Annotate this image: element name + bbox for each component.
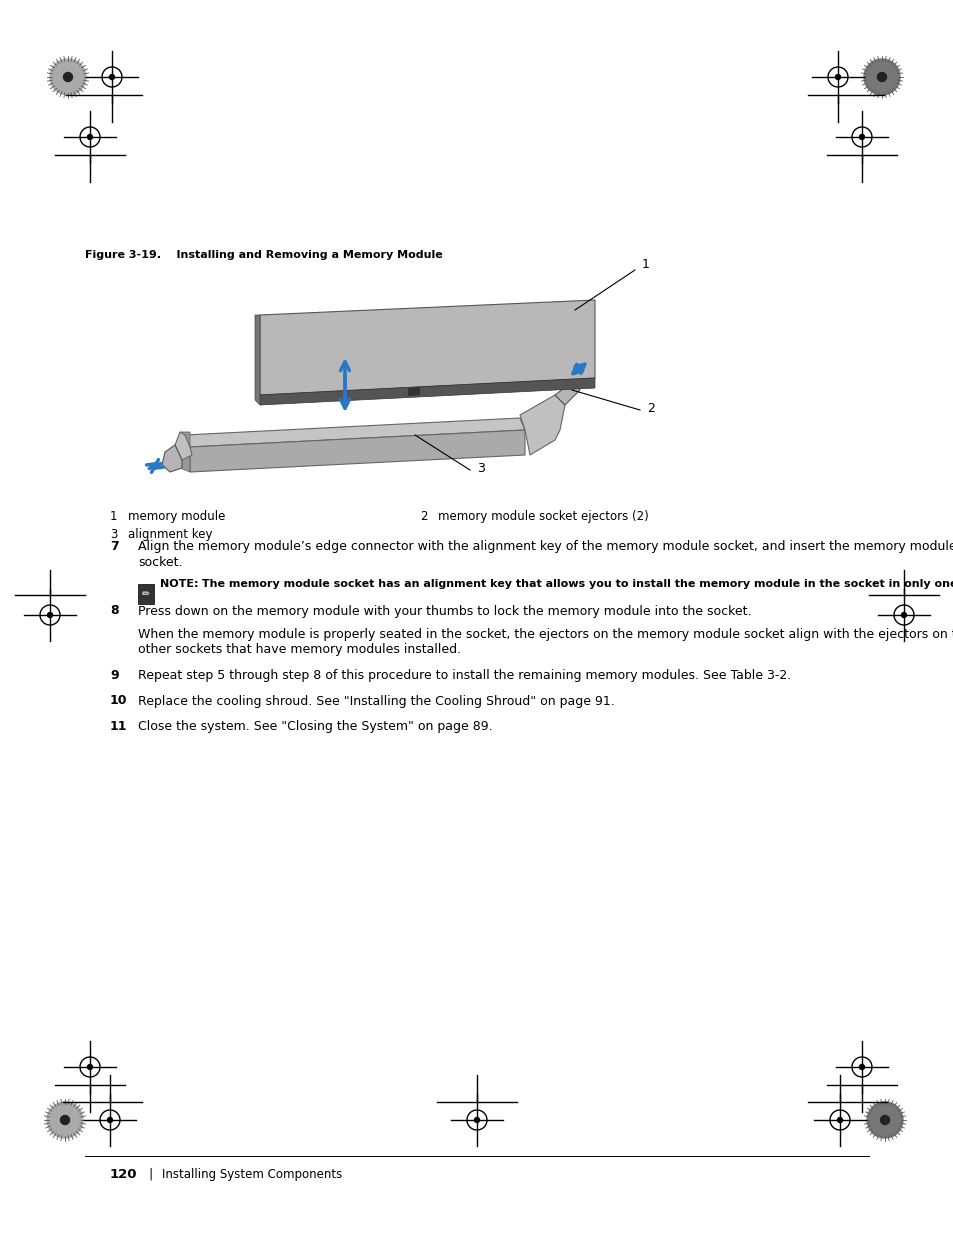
Text: 3: 3: [476, 462, 484, 474]
Circle shape: [877, 73, 885, 82]
Text: memory module: memory module: [128, 510, 225, 522]
Text: 7: 7: [110, 540, 118, 553]
Circle shape: [108, 1118, 112, 1123]
Text: 2: 2: [419, 510, 427, 522]
Text: Installing System Components: Installing System Components: [162, 1168, 342, 1181]
Circle shape: [48, 613, 52, 618]
Polygon shape: [162, 445, 182, 472]
Text: Close the system. See "Closing the System" on page 89.: Close the system. See "Closing the Syste…: [138, 720, 492, 734]
Circle shape: [859, 1065, 863, 1070]
Text: Align the memory module’s edge connector with the alignment key of the memory mo: Align the memory module’s edge connector…: [138, 540, 953, 553]
Circle shape: [60, 1115, 70, 1125]
Circle shape: [88, 135, 92, 140]
Text: 11: 11: [110, 720, 128, 734]
Circle shape: [474, 1118, 479, 1123]
Polygon shape: [180, 432, 190, 472]
Text: 8: 8: [110, 604, 118, 618]
Text: 1: 1: [641, 258, 649, 272]
Text: The memory module socket has an alignment key that allows you to install the mem: The memory module socket has an alignmen…: [198, 579, 953, 589]
Circle shape: [901, 613, 905, 618]
Circle shape: [50, 59, 86, 95]
Circle shape: [859, 135, 863, 140]
Text: Press down on the memory module with your thumbs to lock the memory module into : Press down on the memory module with you…: [138, 604, 751, 618]
Polygon shape: [555, 380, 579, 405]
Circle shape: [835, 74, 840, 79]
Circle shape: [47, 1102, 83, 1137]
Text: When the memory module is properly seated in the socket, the ejectors on the mem: When the memory module is properly seate…: [138, 629, 953, 641]
Text: other sockets that have memory modules installed.: other sockets that have memory modules i…: [138, 643, 460, 657]
Text: ✏: ✏: [142, 589, 150, 599]
Polygon shape: [254, 315, 260, 405]
Text: memory module socket ejectors (2): memory module socket ejectors (2): [437, 510, 648, 522]
Text: socket.: socket.: [138, 556, 182, 568]
Polygon shape: [190, 430, 524, 472]
Text: 3: 3: [110, 529, 117, 541]
Circle shape: [110, 74, 114, 79]
Text: 120: 120: [110, 1168, 137, 1181]
Circle shape: [866, 1102, 902, 1137]
Polygon shape: [408, 387, 419, 396]
Text: alignment key: alignment key: [128, 529, 213, 541]
Text: |: |: [148, 1168, 152, 1181]
Text: 10: 10: [110, 694, 128, 708]
Circle shape: [837, 1118, 841, 1123]
Circle shape: [880, 1115, 888, 1125]
Text: Replace the cooling shroud. See "Installing the Cooling Shroud" on page 91.: Replace the cooling shroud. See "Install…: [138, 694, 614, 708]
Polygon shape: [260, 378, 595, 405]
FancyBboxPatch shape: [138, 584, 153, 604]
Circle shape: [88, 1065, 92, 1070]
Polygon shape: [185, 417, 524, 447]
Text: 1: 1: [110, 510, 117, 522]
Text: Figure 3-19.    Installing and Removing a Memory Module: Figure 3-19. Installing and Removing a M…: [85, 249, 442, 261]
Polygon shape: [519, 395, 564, 454]
Polygon shape: [260, 300, 595, 395]
Polygon shape: [174, 432, 192, 459]
Circle shape: [863, 59, 899, 95]
Text: 9: 9: [110, 669, 118, 682]
Text: Repeat step 5 through step 8 of this procedure to install the remaining memory m: Repeat step 5 through step 8 of this pro…: [138, 669, 790, 682]
Text: 2: 2: [646, 401, 654, 415]
Text: NOTE:: NOTE:: [160, 579, 198, 589]
Circle shape: [64, 73, 72, 82]
